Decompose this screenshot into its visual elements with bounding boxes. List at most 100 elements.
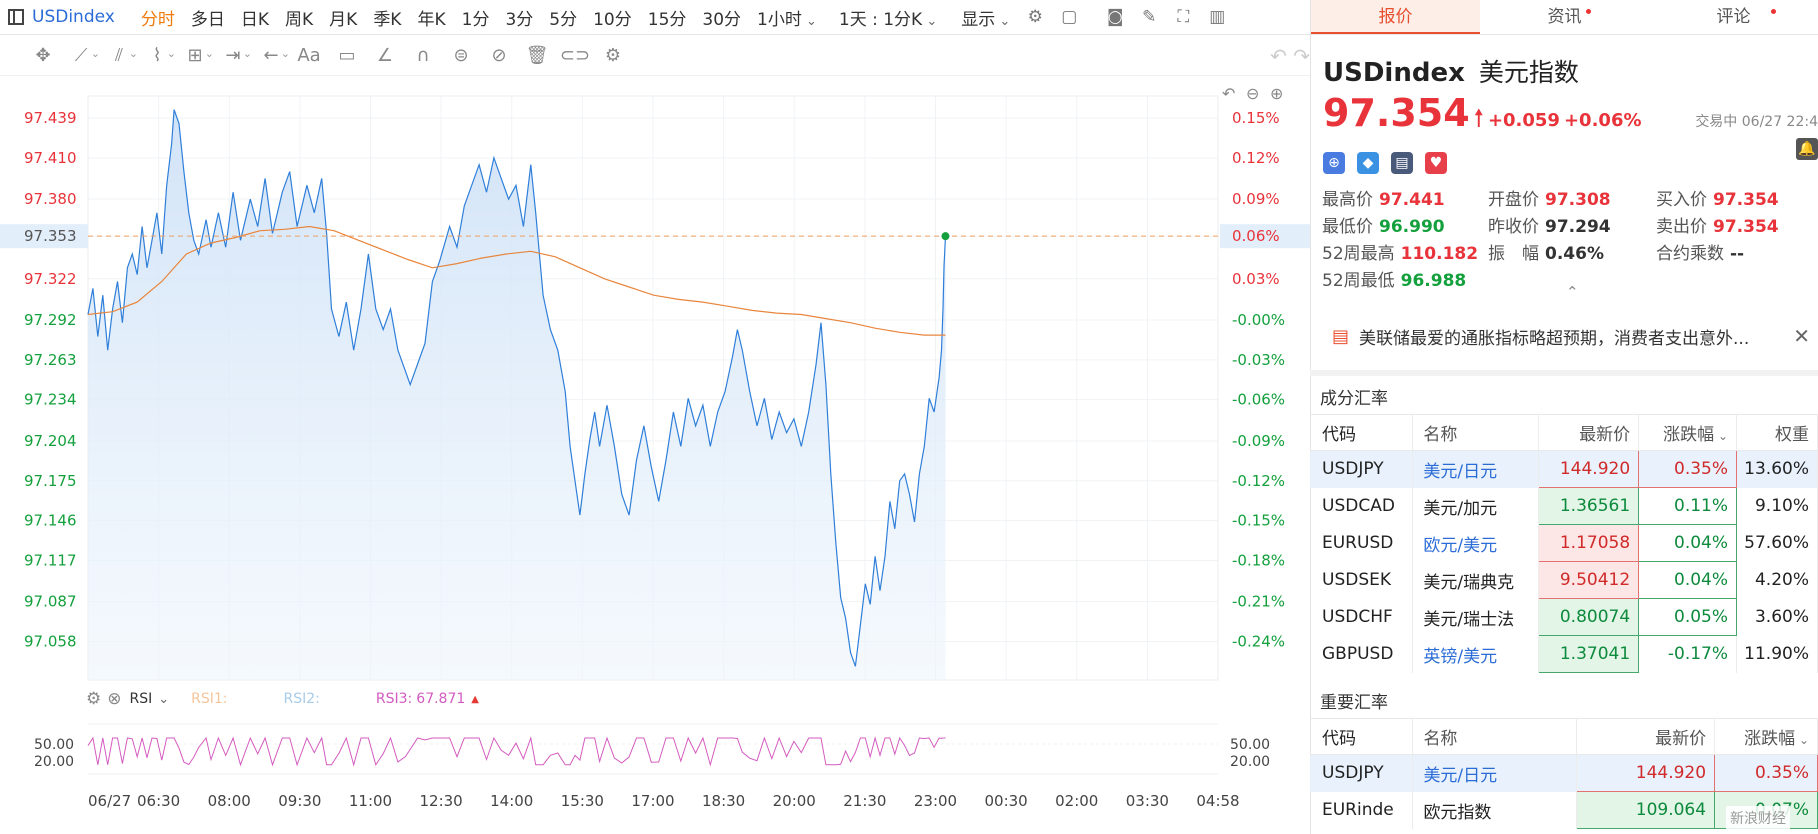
table-row[interactable]: USDJPY 美元/日元 144.920 0.35% 13.60% [1310,450,1818,488]
row-name[interactable]: 美元/加元 [1412,487,1540,525]
panel-toggle-icon[interactable] [8,9,24,25]
price-chart[interactable]: 97.439 97.410 97.380 97.353 97.322 97.292 97.2… [0,76,1310,834]
tab-comments[interactable]: 评论 [1649,0,1818,34]
timeframe-5[interactable]: 季K [373,9,402,30]
period-dropdown[interactable]: 1天 : 1分K [831,5,945,30]
col-change[interactable]: 涨跌幅 [1638,414,1738,451]
lock-icon[interactable]: ⊜ [453,45,469,66]
arrow-icon[interactable]: ← [252,45,290,66]
rsi-close-icon[interactable]: ⊗ [107,689,122,709]
timeframe-9[interactable]: 5分 [549,9,578,30]
current-pct-highlight [1220,224,1310,249]
bell-icon[interactable]: 🔔 [1796,138,1818,160]
text-icon[interactable]: Aa [297,45,321,66]
timeframe-3[interactable]: 周K [285,9,314,30]
link-icon[interactable]: ⊂⊃ [559,45,591,66]
stat-value: 97.308 [1545,190,1611,210]
sidebar-icon[interactable]: ▥ [1209,7,1226,27]
col-change[interactable]: 涨跌幅 [1714,718,1818,755]
row-name[interactable]: 美元/瑞典克 [1412,561,1540,599]
row-name[interactable]: 欧元/美元 [1412,524,1540,562]
bookmark-icon[interactable]: ▤ [1391,152,1413,174]
layout-icon[interactable]: ▢ [1061,7,1078,27]
pen-icon[interactable]: ✎ [1142,7,1157,27]
timeframe-2[interactable]: 日K [240,9,269,30]
timeframe-11[interactable]: 15分 [647,9,687,30]
chevron-down-icon[interactable]: ⌄ [158,691,170,707]
col-code[interactable]: 代码 [1310,414,1414,451]
zoom-out-icon[interactable]: ⊖ [1246,84,1260,103]
zoom-in-icon[interactable]: ⊕ [1270,84,1284,103]
timeframe-1[interactable]: 多日 [190,9,225,30]
tag-icon[interactable]: ◆ [1357,152,1379,174]
news-headline[interactable]: 美联储最爱的通胀指标略超预期，消费者支出意外... [1359,328,1750,349]
col-price[interactable]: 最新价 [1576,718,1716,755]
time-tick-label: 08:00 [208,792,251,810]
hide-icon[interactable]: ⊘ [491,45,507,66]
rsi-name[interactable]: RSI [129,691,153,707]
tab-quote[interactable]: 报价 [1311,0,1480,34]
symbol-label[interactable]: USDindex [32,7,115,27]
pct-tick-label: 0.15% [1232,109,1280,127]
table-row[interactable]: USDJPY 美元/日元 144.920 0.35% [1310,754,1818,792]
col-price[interactable]: 最新价 [1538,414,1640,451]
display-dropdown[interactable]: 显示 [953,5,1018,30]
measure-icon[interactable]: ⇥ [214,45,252,66]
undo-redo-icon[interactable]: ↶ ↷ [1270,44,1310,68]
news-banner[interactable]: ▤ 美联储最爱的通胀指标略超预期，消费者支出意外... ✕ [1310,316,1818,356]
pct-tick-label: 0.12% [1232,149,1280,167]
col-name[interactable]: 名称 [1412,718,1578,755]
timeframe-6[interactable]: 年K [417,9,446,30]
timeframe-7[interactable]: 1分 [461,9,490,30]
row-name[interactable]: 美元/日元 [1412,754,1578,792]
channel-icon[interactable]: ⫽ [100,45,138,66]
row-name[interactable]: 英镑/美元 [1412,635,1540,673]
row-name[interactable]: 美元/瑞士法 [1412,598,1540,636]
chevron-up-icon[interactable]: ⌃ [1566,283,1579,301]
settings-icon[interactable]: ⚙ [604,45,622,66]
rsi3-line [87,736,946,767]
crosshair-icon[interactable]: ✥ [35,45,51,66]
close-icon[interactable]: ✕ [1793,324,1810,348]
quote-price-row: 97.354 🠕 +0.059 +0.06% 交易中 06/27 22:4 [1323,91,1818,142]
table-row[interactable]: EURUSD 欧元/美元 1.17058 0.04% 57.60% [1310,524,1818,562]
trash-icon[interactable]: 🗑 [525,45,549,66]
hour-dropdown[interactable]: 1小时 [749,5,825,30]
ruler-icon[interactable]: ∠ [376,45,394,66]
heart-icon[interactable]: ♥ [1425,152,1447,174]
col-code[interactable]: 代码 [1310,718,1414,755]
timeframe-10[interactable]: 10分 [593,9,632,30]
reset-zoom-icon[interactable]: ↶ [1222,84,1236,103]
col-weight[interactable]: 权重 [1736,414,1818,451]
timeframe-12[interactable]: 30分 [702,9,742,30]
timeframe-8[interactable]: 3分 [505,9,534,30]
globe-icon[interactable]: ⊕ [1323,152,1345,174]
fullscreen-icon[interactable]: ⛶ [1177,7,1190,27]
table-row[interactable]: USDCAD 美元/加元 1.36561 0.11% 9.10% [1310,487,1818,525]
up-triangle-icon: ▲ [471,693,479,705]
table-row[interactable]: GBPUSD 英镑/美元 1.37041 -0.17% 11.90% [1310,635,1818,673]
row-name[interactable]: 欧元指数 [1412,791,1578,829]
stat-label: 合约乘数 [1656,244,1724,264]
tab-news[interactable]: 资讯 [1480,0,1649,34]
table-row[interactable]: USDSEK 美元/瑞典克 9.50412 0.04% 4.20% [1310,561,1818,599]
col-name[interactable]: 名称 [1412,414,1540,451]
line-icon[interactable]: ⟋ [62,45,100,66]
pattern-icon[interactable]: ⌇ [138,45,176,66]
camera-icon[interactable]: ◙ [1107,7,1124,27]
pct-tick-label: -0.15% [1232,512,1285,530]
row-price: 1.17058 [1538,524,1640,562]
fib-icon[interactable]: ⊞ [176,45,214,66]
rsi-settings-icon[interactable]: ⚙ [86,689,102,709]
unread-dot [1586,9,1591,14]
row-name[interactable]: 美元/日元 [1412,450,1540,488]
price-tick-label: 97.439 [24,109,77,127]
price-tick-label: 97.234 [24,391,77,409]
table-row[interactable]: USDCHF 美元/瑞士法 0.80074 0.05% 3.60% [1310,598,1818,636]
settings-icon[interactable]: ⚙ [1027,7,1043,27]
timeframe-4[interactable]: 月K [329,9,358,30]
note-icon[interactable]: ▭ [338,45,356,66]
magnet-icon[interactable]: ∩ [416,45,430,66]
timeframe-0[interactable]: 分时 [140,9,175,30]
